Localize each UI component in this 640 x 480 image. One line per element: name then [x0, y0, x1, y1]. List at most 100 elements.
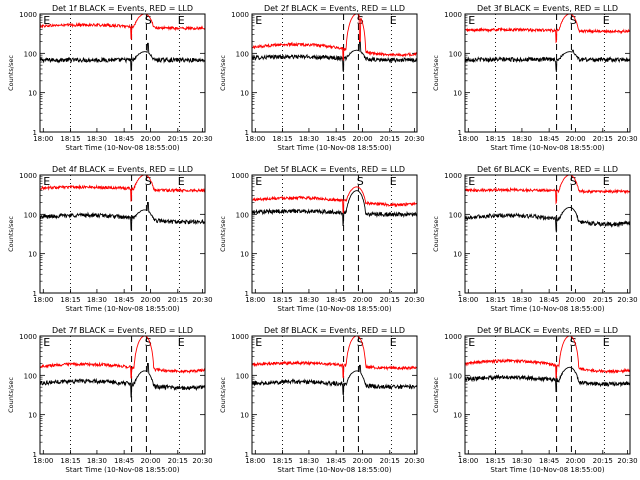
panel-title: Det 7f BLACK = Events, RED = LLD [52, 326, 193, 335]
events-series-line [251, 364, 418, 397]
detector-panel: Det 3f BLACK = Events, RED = LLD Counts/s… [432, 4, 638, 152]
interval-marker: E [468, 175, 475, 188]
x-tick-label: 18:15 [272, 135, 292, 143]
y-tick-label: 1 [245, 451, 249, 459]
x-tick-label: 20:15 [593, 457, 613, 465]
interval-marker: E [603, 14, 610, 27]
events-series-line [464, 366, 631, 393]
y-tick-label: 100 [24, 372, 37, 380]
x-tick-label: 18:00 [245, 296, 265, 304]
y-axis-label: Counts/sec [7, 216, 15, 252]
x-tick-label: 20:00 [352, 135, 372, 143]
interval-marker: E [255, 175, 262, 188]
y-axis-label: Counts/sec [219, 377, 227, 413]
y-tick-label: 1 [33, 129, 37, 137]
y-tick-label: 10 [28, 90, 37, 98]
x-tick-label: 18:00 [33, 135, 53, 143]
interval-marker: S [357, 175, 364, 188]
y-tick-label: 100 [449, 372, 462, 380]
x-tick-label: 20:30 [404, 135, 424, 143]
x-tick-label: 20:15 [168, 457, 188, 465]
x-tick-label: 18:00 [245, 135, 265, 143]
x-tick-label: 18:30 [87, 296, 107, 304]
detector-panel: Det 9f BLACK = Events, RED = LLD Counts/s… [432, 326, 638, 474]
x-tick-label: 18:15 [272, 457, 292, 465]
y-axis-label: Counts/sec [7, 377, 15, 413]
lld-series-line [251, 13, 418, 61]
y-tick-label: 10 [28, 412, 37, 420]
interval-marker: S [145, 175, 152, 188]
x-tick-label: 20:30 [404, 457, 424, 465]
panel-title: Det 4f BLACK = Events, RED = LLD [52, 165, 193, 174]
y-tick-label: 100 [24, 50, 37, 58]
x-tick-label: 20:00 [140, 296, 160, 304]
interval-marker: E [390, 175, 397, 188]
y-axis-label: Counts/sec [432, 216, 440, 252]
x-axis-label: Start Time (10-Nov-08 18:55:00) [277, 466, 391, 474]
x-axis-label: Start Time (10-Nov-08 18:55:00) [490, 305, 604, 313]
x-tick-label: 18:15 [272, 296, 292, 304]
x-axis-label: Start Time (10-Nov-08 18:55:00) [65, 305, 179, 313]
x-tick-label: 20:30 [404, 296, 424, 304]
detector-panel: Det 2f BLACK = Events, RED = LLD Counts/s… [219, 4, 425, 152]
y-tick-label: 10 [240, 251, 249, 259]
x-tick-label: 18:45 [114, 135, 134, 143]
events-series-line [39, 202, 206, 231]
panel-title: Det 8f BLACK = Events, RED = LLD [264, 326, 405, 335]
y-tick-label: 1000 [19, 11, 37, 19]
y-tick-label: 10 [453, 251, 462, 259]
interval-marker: E [178, 336, 185, 349]
x-tick-label: 20:00 [565, 457, 585, 465]
lld-series-line [251, 186, 418, 214]
plot-frame [39, 335, 206, 455]
x-tick-label: 20:00 [565, 296, 585, 304]
panel-title: Det 3f BLACK = Events, RED = LLD [477, 4, 618, 13]
lld-series-line [39, 174, 206, 202]
detector-panel: Det 7f BLACK = Events, RED = LLD Counts/s… [7, 326, 213, 474]
x-tick-label: 18:30 [87, 135, 107, 143]
interval-marker: E [390, 14, 397, 27]
x-tick-label: 18:00 [458, 457, 478, 465]
y-axis-label: Counts/sec [219, 216, 227, 252]
x-axis-label: Start Time (10-Nov-08 18:55:00) [277, 305, 391, 313]
y-tick-label: 100 [236, 211, 249, 219]
y-tick-label: 100 [449, 50, 462, 58]
interval-marker: S [570, 14, 577, 27]
interval-marker: E [468, 336, 475, 349]
interval-marker: E [603, 175, 610, 188]
x-tick-label: 18:15 [60, 296, 80, 304]
x-tick-label: 18:45 [539, 296, 559, 304]
lld-series-line [464, 335, 631, 379]
events-series-line [251, 190, 418, 227]
x-axis-label: Start Time (10-Nov-08 18:55:00) [490, 466, 604, 474]
y-tick-label: 10 [240, 412, 249, 420]
detector-panel: Det 6f BLACK = Events, RED = LLD Counts/s… [432, 165, 638, 313]
interval-marker: S [357, 14, 364, 27]
panel-title: Det 9f BLACK = Events, RED = LLD [477, 326, 618, 335]
x-tick-label: 20:00 [352, 457, 372, 465]
events-series-line [39, 42, 206, 71]
plot-frame [39, 174, 206, 294]
x-tick-label: 18:45 [114, 457, 134, 465]
x-tick-label: 18:45 [326, 296, 346, 304]
y-tick-label: 100 [449, 211, 462, 219]
x-tick-label: 18:45 [326, 457, 346, 465]
y-axis-label: Counts/sec [432, 377, 440, 413]
x-tick-label: 20:30 [617, 457, 637, 465]
y-tick-label: 10 [240, 90, 249, 98]
x-tick-label: 18:15 [60, 135, 80, 143]
x-tick-label: 20:30 [617, 296, 637, 304]
interval-marker: E [255, 336, 262, 349]
x-tick-label: 18:00 [458, 296, 478, 304]
detector-panel: Det 4f BLACK = Events, RED = LLD Counts/s… [7, 165, 213, 313]
plot-frame [464, 335, 631, 455]
x-tick-label: 18:30 [512, 457, 532, 465]
lld-series-line [464, 13, 631, 44]
y-tick-label: 1 [458, 129, 462, 137]
x-tick-label: 18:00 [33, 457, 53, 465]
x-tick-label: 18:45 [114, 296, 134, 304]
x-tick-label: 20:15 [380, 457, 400, 465]
plot-frame [39, 13, 206, 133]
x-tick-label: 18:00 [245, 457, 265, 465]
x-tick-label: 20:15 [380, 135, 400, 143]
